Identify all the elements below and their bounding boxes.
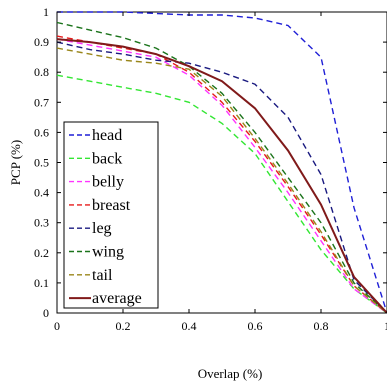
y-tick-label: 0.7 (34, 95, 49, 109)
x-tick-label: 0.4 (182, 319, 197, 333)
legend-label-leg: leg (92, 220, 112, 237)
series-line-wing (56, 21, 387, 314)
x-tick-label: 0.6 (248, 319, 263, 333)
y-tick-label: 0.4 (34, 186, 49, 200)
x-tick-label: 1 (384, 319, 387, 333)
x-tick-label: 0 (54, 319, 60, 333)
x-tick-label: 0.2 (116, 319, 131, 333)
y-tick-label: 0.2 (34, 246, 49, 260)
series-line-back (56, 74, 387, 314)
series-line-leg (56, 41, 387, 314)
y-tick-label: 0.1 (34, 276, 49, 290)
legend-box (63, 121, 159, 309)
legend-label-average: average (92, 290, 142, 307)
legend-label-tail: tail (92, 267, 113, 284)
x-tick-label: 0.8 (314, 319, 329, 333)
series-layer (56, 11, 387, 314)
y-tick-label: 0.8 (34, 65, 49, 79)
legend-label-breast: breast (92, 197, 131, 214)
y-tick-label: 0 (43, 306, 49, 320)
series-line-tail (56, 47, 387, 314)
series-line-head (57, 11, 387, 314)
y-axis-title: PCP (%) (8, 140, 23, 185)
y-tick-label: 0.9 (34, 35, 49, 49)
y-tick-label: 0.5 (34, 156, 49, 170)
y-tick-label: 0.6 (34, 125, 49, 139)
series-line-belly (56, 38, 387, 314)
legend-label-wing: wing (92, 244, 124, 261)
legend-label-back: back (92, 150, 122, 167)
ticks-layer: 0 0.2 0.4 0.6 0.8 1 0 0.1 0.2 0.3 0.4 0.5 0.6 0.7 0.8 0… (34, 5, 387, 333)
x-axis-title: Overlap (%) (198, 366, 263, 381)
legend-label-head: head (92, 127, 122, 144)
legend-label-belly: belly (92, 174, 124, 191)
series-line-average (56, 38, 387, 314)
legend: head back belly breast leg wing tail average (63, 121, 159, 309)
y-tick-label: 1 (43, 5, 49, 19)
y-tick-label: 0.3 (34, 216, 49, 230)
